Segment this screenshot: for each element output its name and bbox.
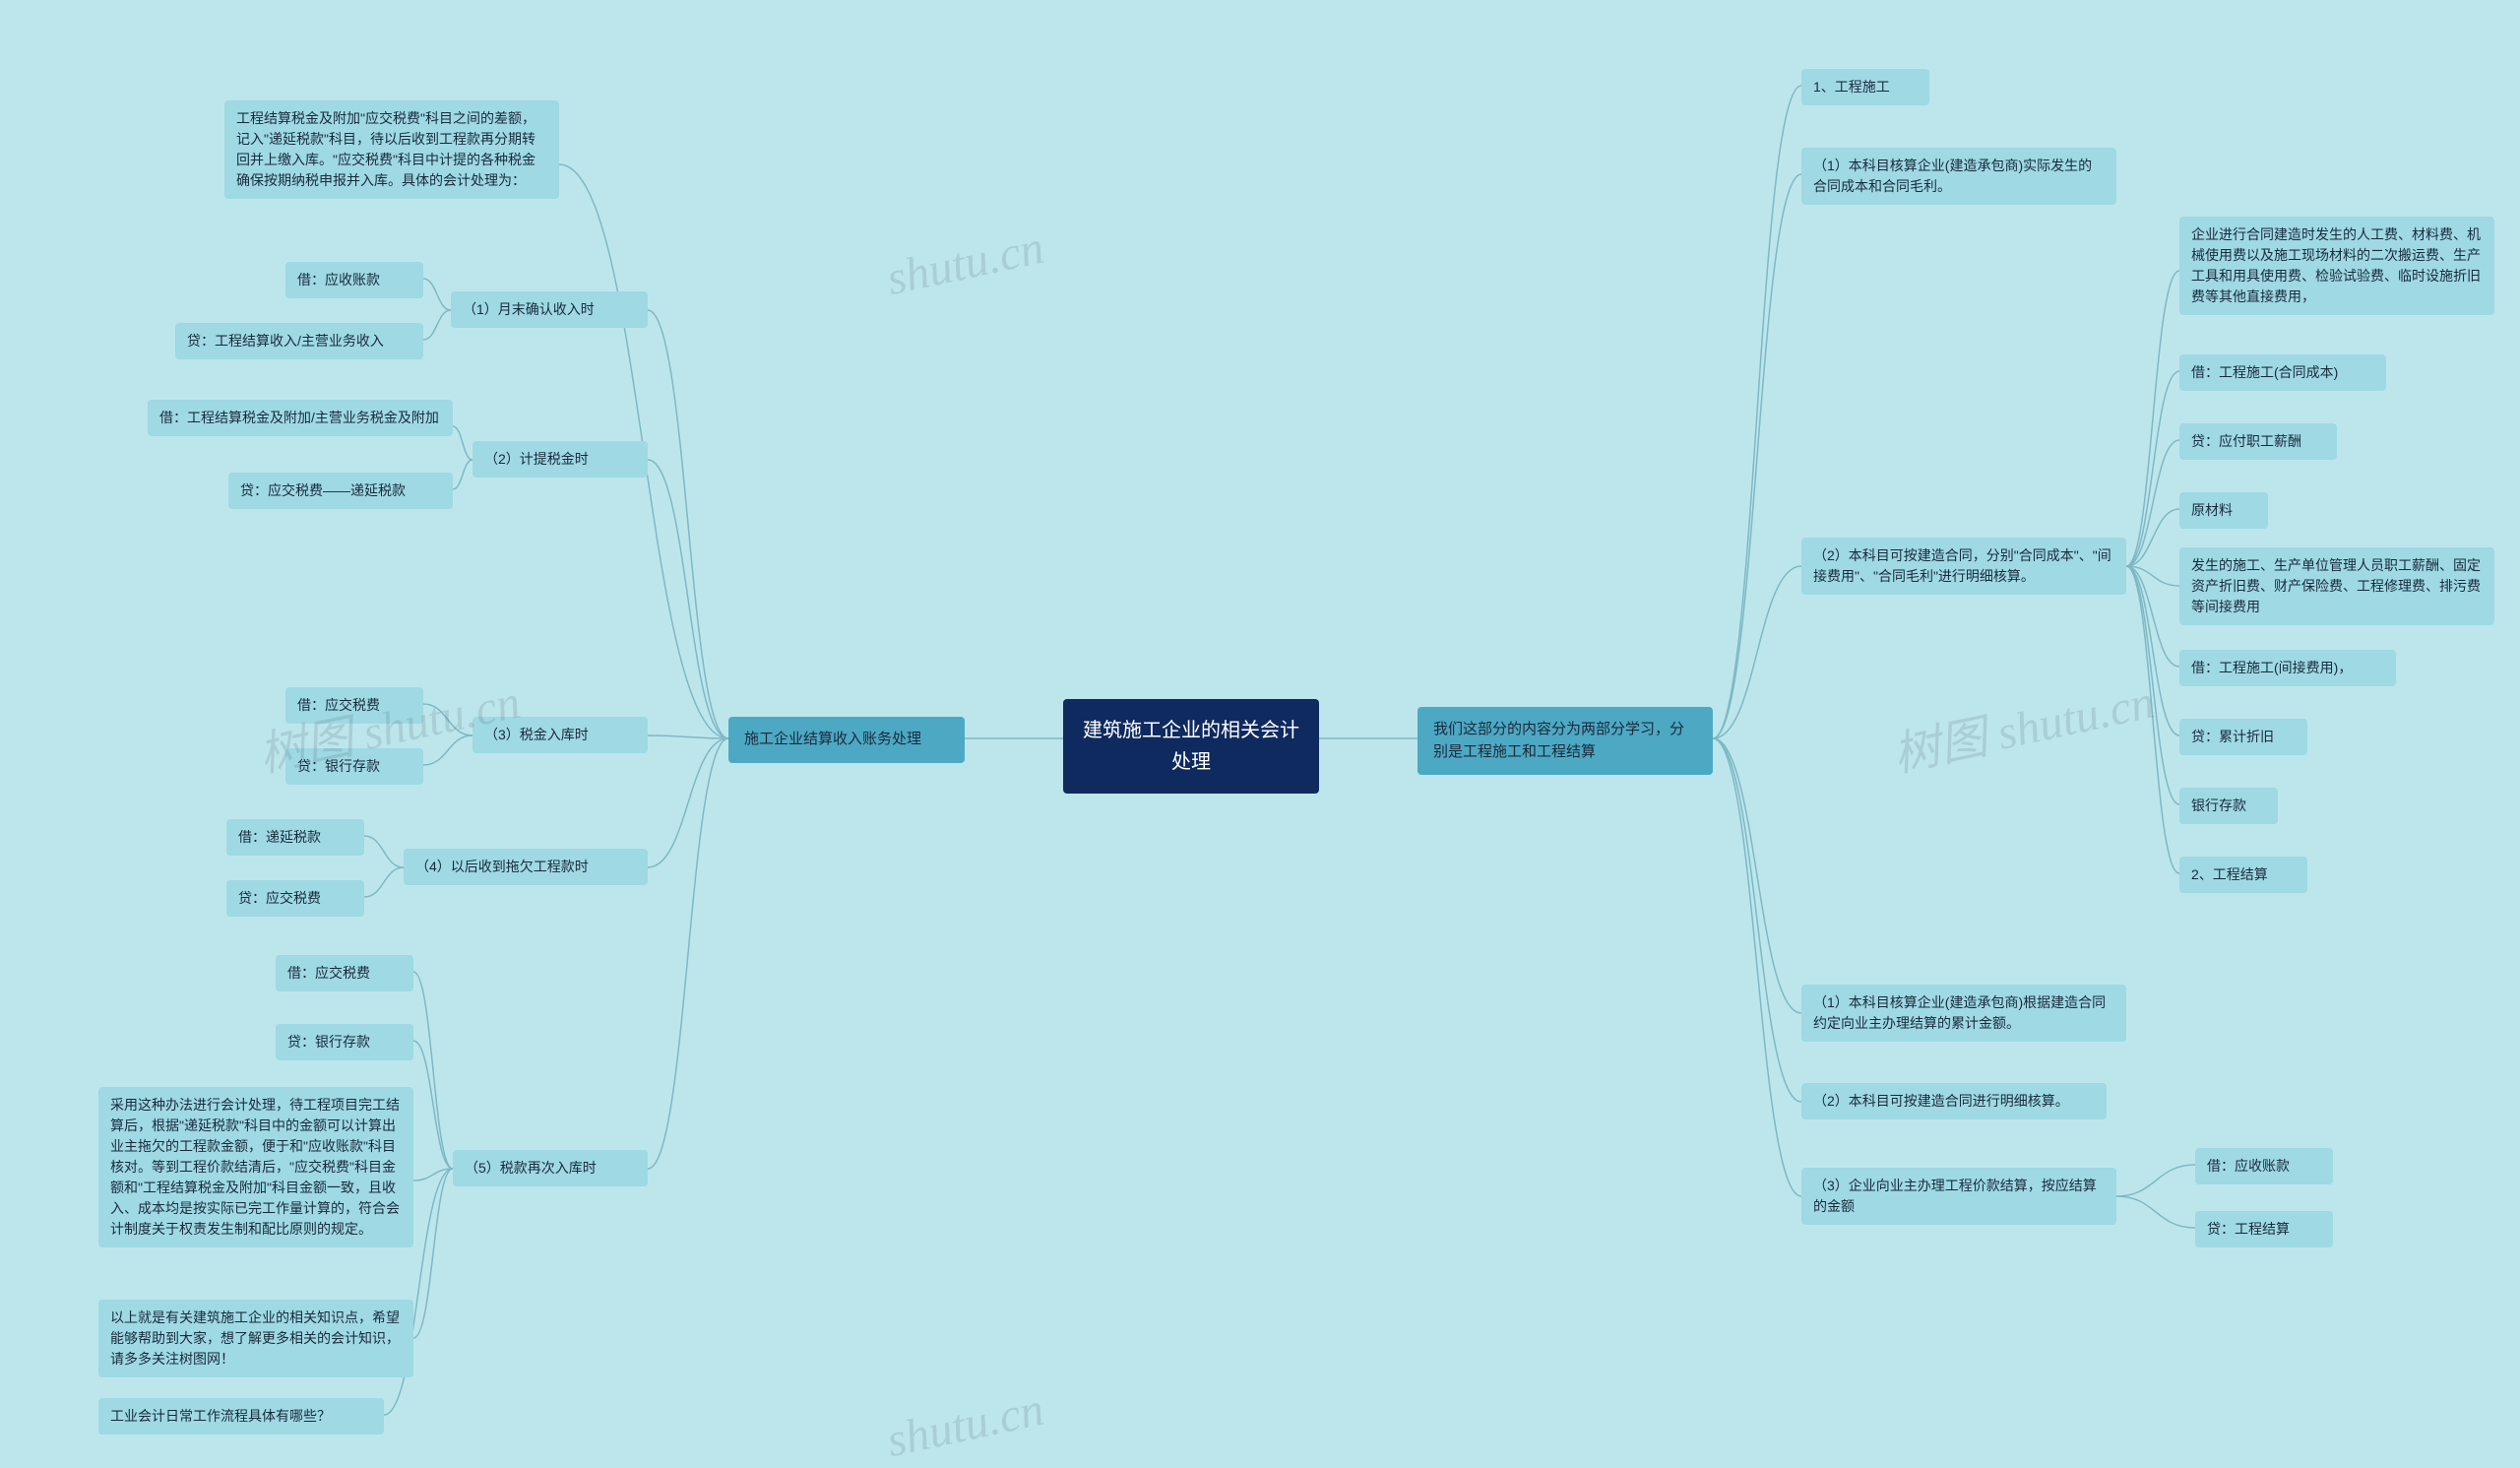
left-section-4-item-1: 贷：银行存款: [276, 1024, 413, 1060]
left-section-0-item-1: 贷：工程结算收入/主营业务收入: [175, 323, 423, 359]
left-section-4-item-4: 工业会计日常工作流程具体有哪些？: [98, 1398, 384, 1435]
right-item-0: 1、工程施工: [1801, 69, 1929, 105]
left-section-2-item-1: 贷：银行存款: [285, 748, 423, 785]
left-section-4-item-3: 以上就是有关建筑施工企业的相关知识点，希望能够帮助到大家，想了解更多相关的会计知…: [98, 1300, 413, 1377]
left-section-0-item-0: 借：应收账款: [285, 262, 423, 298]
watermark-2: 树图 shutu.cn: [1886, 663, 2160, 785]
watermark-1: shutu.cn: [882, 221, 1048, 306]
right-item-4: （2）本科目可按建造合同进行明细核算。: [1801, 1083, 2107, 1119]
right-item-2-child-3: 原材料: [2179, 492, 2268, 529]
right-item-2-child-7: 银行存款: [2179, 788, 2278, 824]
left-section-1: （2）计提税金时: [472, 441, 648, 478]
left-section-4-item-0: 借：应交税费: [276, 955, 413, 991]
right-item-2-child-1: 借：工程施工(合同成本): [2179, 354, 2386, 391]
right-item-2-child-4: 发生的施工、生产单位管理人员职工薪酬、固定资产折旧费、财产保险费、工程修理费、排…: [2179, 547, 2494, 625]
left-section-3-item-0: 借：递延税款: [226, 819, 364, 856]
right-item-5: （3）企业向业主办理工程价款结算，按应结算的金额: [1801, 1168, 2116, 1225]
left-section-4-item-2: 采用这种办法进行会计处理，待工程项目完工结算后，根据"递延税款"科目中的金额可以…: [98, 1087, 413, 1247]
left-section-3: （4）以后收到拖欠工程款时: [404, 849, 648, 885]
right-item-2-child-6: 贷：累计折旧: [2179, 719, 2307, 755]
right-item-5-child-0: 借：应收账款: [2195, 1148, 2333, 1184]
watermark-3: shutu.cn: [882, 1382, 1048, 1468]
left-branch: 施工企业结算收入账务处理: [728, 717, 965, 763]
right-item-1: （1）本科目核算企业(建造承包商)实际发生的合同成本和合同毛利。: [1801, 148, 2116, 205]
right-item-2-child-8: 2、工程结算: [2179, 857, 2307, 893]
right-item-5-child-1: 贷：工程结算: [2195, 1211, 2333, 1247]
left-section-0: （1）月末确认收入时: [451, 291, 648, 328]
left-section-4: （5）税款再次入库时: [453, 1150, 648, 1186]
left-section-3-item-1: 贷：应交税费: [226, 880, 364, 917]
right-item-2-child-5: 借：工程施工(间接费用)，: [2179, 650, 2396, 686]
right-item-3: （1）本科目核算企业(建造承包商)根据建造合同约定向业主办理结算的累计金额。: [1801, 985, 2126, 1042]
left-section-1-item-0: 借：工程结算税金及附加/主营业务税金及附加: [148, 400, 453, 436]
left-section-2-item-0: 借：应交税费: [285, 687, 423, 724]
left-section-2: （3）税金入库时: [472, 717, 648, 753]
right-item-2-child-2: 贷：应付职工薪酬: [2179, 423, 2337, 460]
right-branch: 我们这部分的内容分为两部分学习，分别是工程施工和工程结算: [1418, 707, 1713, 775]
left-section-1-item-1: 贷：应交税费——递延税款: [228, 473, 453, 509]
right-item-2: （2）本科目可按建造合同，分别"合同成本"、"间接费用"、"合同毛利"进行明细核…: [1801, 538, 2126, 595]
root-node: 建筑施工企业的相关会计处理: [1063, 699, 1319, 794]
right-item-2-child-0: 企业进行合同建造时发生的人工费、材料费、机械使用费以及施工现场材料的二次搬运费、…: [2179, 217, 2494, 315]
left-intro: 工程结算税金及附加"应交税费"科目之间的差额，记入"递延税款"科目，待以后收到工…: [224, 100, 559, 199]
